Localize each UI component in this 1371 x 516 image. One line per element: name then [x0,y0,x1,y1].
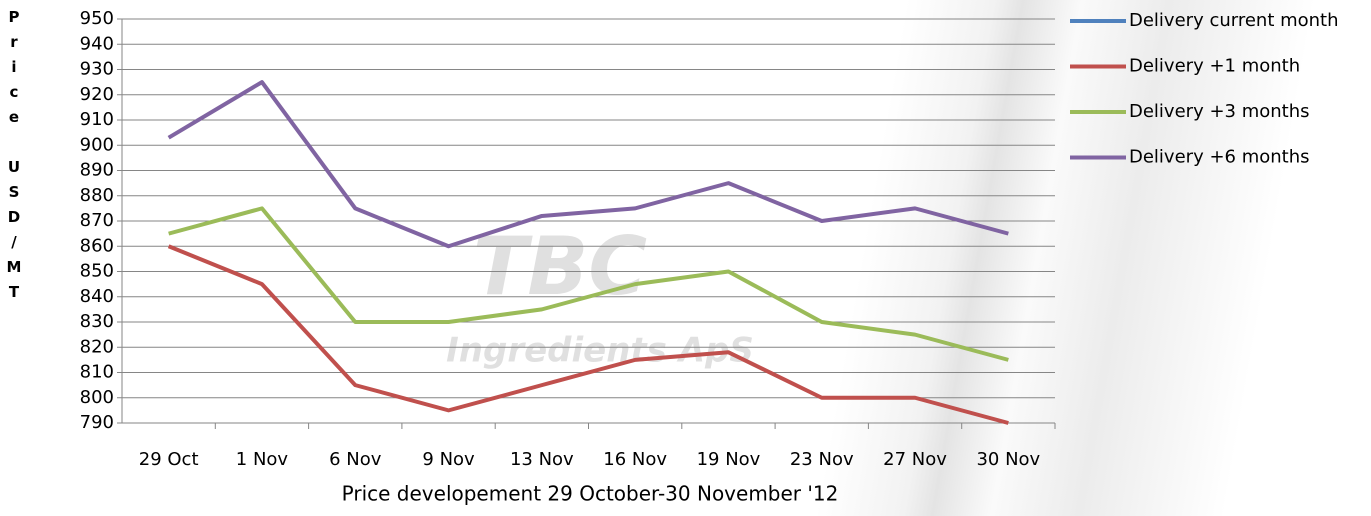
y-tick-label: 830 [80,311,114,332]
x-tick-label: 29 Oct [139,449,199,470]
y-tick-label: 880 [80,185,114,206]
y-tick-label: 810 [80,362,114,383]
x-axis-title: Price developement 29 October-30 Novembe… [342,482,839,506]
x-tick-label: 30 Nov [976,449,1040,470]
y-tick-label: 940 [80,33,114,54]
x-tick-label: 6 Nov [329,449,382,470]
y-tick-label: 850 [80,261,114,282]
watermark-logo: TBC [473,220,647,313]
y-tick-label: 910 [80,109,114,130]
y-tick-label: 920 [80,84,114,105]
x-tick-label: 16 Nov [603,449,667,470]
series-line [167,80,1009,249]
x-tick-label: 19 Nov [697,449,761,470]
y-tick-label: 870 [80,210,114,231]
y-axis-title: Price USD/MT [5,8,23,308]
y-tick-label: 820 [80,336,114,357]
y-tick-label: 790 [80,412,114,433]
y-tick-label: 840 [80,286,114,307]
x-tick-label: 13 Nov [510,449,574,470]
legend-label: Delivery current month [1129,10,1339,31]
y-tick-label: 900 [80,134,114,155]
x-tick-label: 27 Nov [883,449,947,470]
y-tick-label: 800 [80,387,114,408]
x-tick-label: 9 Nov [422,449,475,470]
legend-label: Delivery +1 month [1129,56,1300,77]
legend-label: Delivery +6 months [1129,147,1310,168]
y-tick-label: 890 [80,160,114,181]
legend-label: Delivery +3 months [1129,101,1310,122]
y-tick-label: 930 [80,59,114,80]
x-tick-label: 23 Nov [790,449,854,470]
series-line [167,244,1009,425]
y-tick-label: 950 [80,8,114,29]
x-tick-label: 1 Nov [236,449,289,470]
y-tick-label: 860 [80,235,114,256]
watermark-text: Ingredients ApS [446,331,754,371]
series-line [168,206,1009,362]
